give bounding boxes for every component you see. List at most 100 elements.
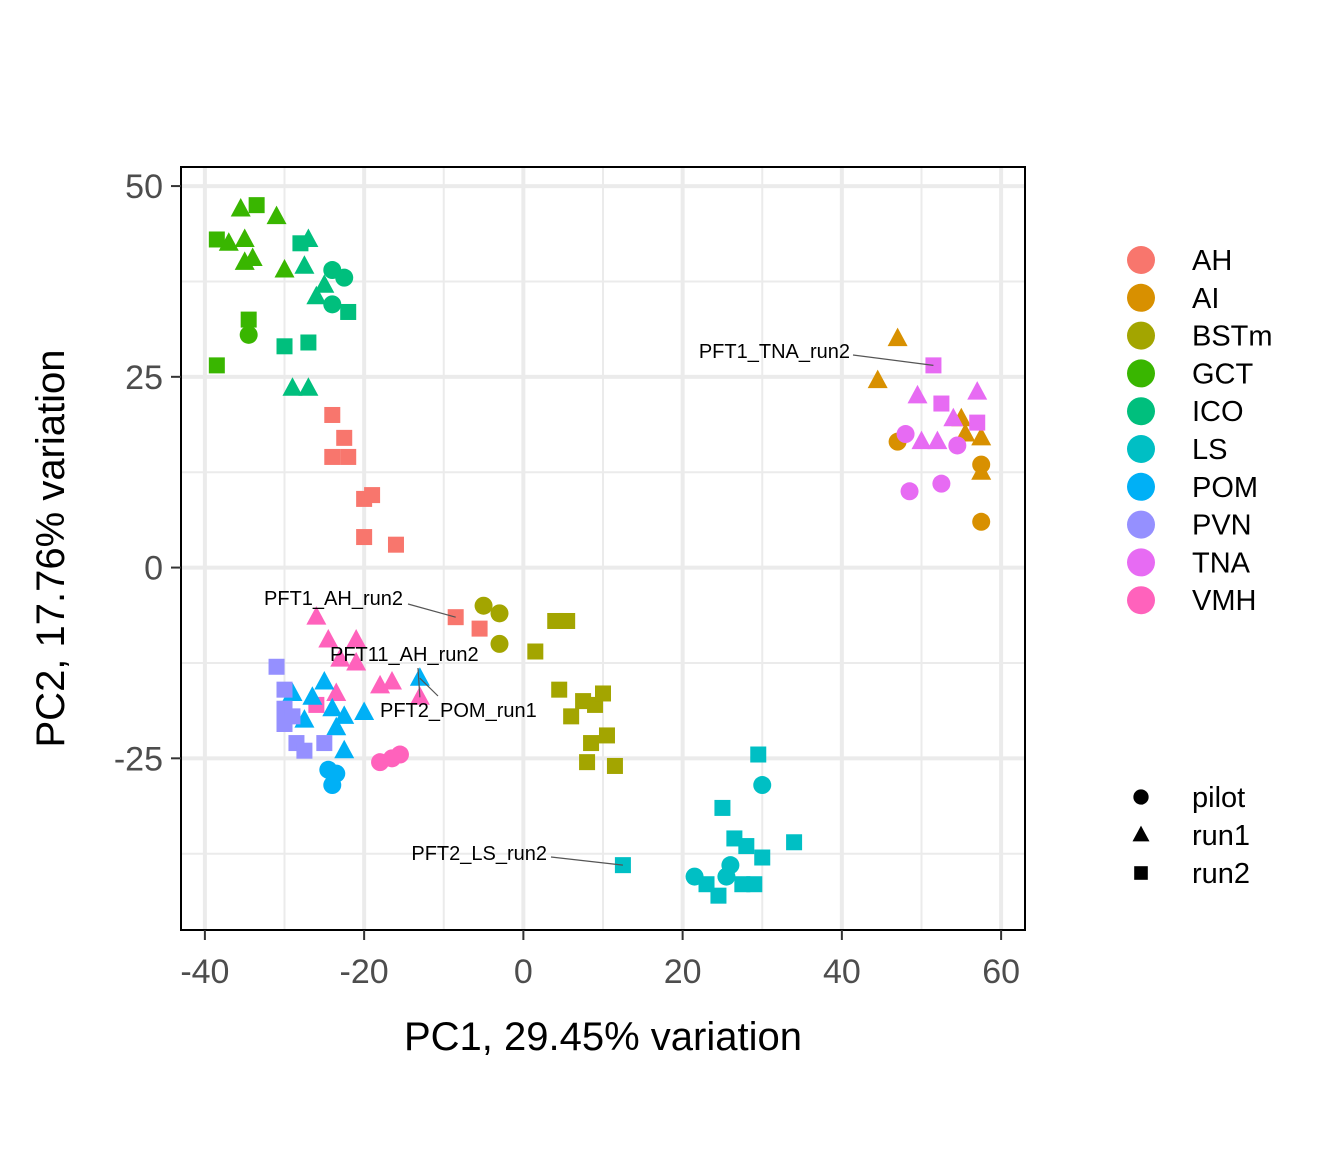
legend-key-ls [1127, 435, 1155, 463]
legend-key-ah [1127, 246, 1155, 274]
legend-label-ico: ICO [1192, 396, 1244, 428]
data-point-bstm-run2 [598, 727, 615, 744]
data-point-ls-run2 [750, 746, 767, 763]
data-point-ls-run2 [786, 834, 803, 851]
data-point-ls-pilot [717, 867, 736, 886]
legend-key-pvn [1127, 510, 1155, 539]
x-axis-title: PC1, 29.45% variation [404, 1015, 802, 1059]
legend-key-pilot [1133, 789, 1149, 805]
data-point-ico-run2 [276, 338, 293, 355]
data-point-gct-run2 [208, 357, 225, 374]
legend-key-ai [1127, 283, 1155, 312]
data-point-tna-pilot [900, 482, 919, 501]
annotation-label: PFT2_LS_run2 [411, 843, 547, 865]
data-point-gct-pilot [239, 325, 258, 344]
data-point-pvn-run2 [276, 715, 293, 732]
data-point-bstm-run2 [527, 643, 544, 660]
data-point-ah-run2 [356, 529, 373, 546]
data-point-ah-run2 [336, 429, 353, 446]
data-point-ah-run2 [324, 406, 341, 423]
data-point-ls-run2 [754, 849, 771, 866]
data-point-pom-run1 [334, 739, 355, 759]
data-point-ls-run2 [710, 887, 727, 904]
data-point-bstm-run2 [563, 708, 580, 725]
legend-label-tna: TNA [1192, 547, 1251, 579]
y-tick-label: 25 [125, 359, 163, 397]
points [208, 197, 992, 904]
annotation-label: PFT11_AH_run2 [330, 644, 479, 666]
legend-label-ai: AI [1192, 283, 1219, 315]
annotation-segment [407, 603, 456, 618]
data-point-ai-run1 [971, 426, 992, 446]
legend-label-pilot: pilot [1192, 782, 1245, 814]
data-point-vmh-pilot [390, 745, 409, 764]
annotation-segment [550, 856, 623, 866]
data-point-ah-run2 [471, 620, 488, 637]
legend-key-pom [1127, 472, 1155, 501]
annotation-segment [852, 354, 934, 366]
data-point-ai-pilot [972, 512, 991, 531]
legend-key-tna [1127, 548, 1155, 577]
data-point-pom-run1 [409, 667, 430, 686]
data-point-ico-run2 [340, 303, 357, 320]
legend: AH AI BSTm GCT ICO LS POM PVN TNA VMH pilot run1 run… [1127, 245, 1273, 890]
data-point-bstm-run2 [583, 735, 600, 752]
data-point-ls-run2 [738, 838, 755, 855]
data-point-vmh-run1 [382, 671, 402, 690]
data-point-ah-run2 [324, 448, 341, 465]
data-point-ico-run1 [314, 274, 335, 293]
data-point-ico-run1 [282, 377, 303, 396]
data-point-ah-run2 [340, 448, 357, 465]
data-point-tna-pilot [896, 425, 915, 444]
data-point-bstm-run2 [595, 685, 611, 702]
data-point-ico-run1 [306, 285, 327, 305]
x-tick-label: 40 [823, 953, 861, 991]
legend-label-bstm: BSTm [1192, 321, 1273, 353]
data-point-pvn-run2 [316, 735, 333, 752]
annotation-label: PFT1_TNA_run2 [699, 341, 850, 363]
data-point-pom-run1 [326, 716, 347, 736]
data-point-bstm-run2 [551, 681, 568, 698]
data-point-bstm-run2 [579, 754, 596, 771]
data-point-tna-run1 [943, 407, 964, 427]
data-point-tna-run1 [967, 381, 988, 400]
y-tick-label: 50 [125, 168, 163, 206]
x-tick-label: 0 [514, 953, 533, 991]
data-point-ls-pilot [753, 776, 772, 795]
annotation-segment [417, 667, 421, 698]
legend-key-vmh [1127, 586, 1155, 615]
data-point-ai-run1 [867, 369, 888, 389]
panel-border [180, 166, 1026, 931]
data-point-vmh-run1 [330, 648, 351, 667]
x-tick-label: -40 [180, 953, 229, 991]
data-point-ico-pilot [335, 268, 354, 287]
data-point-bstm-pilot [490, 634, 509, 653]
data-point-gct-run1 [242, 247, 263, 267]
data-point-tna-run2 [933, 395, 950, 412]
data-point-bstm-pilot [474, 596, 493, 615]
data-point-tna-run2 [969, 414, 986, 431]
grid [181, 167, 1025, 930]
y-axis-title: PC2, 17.76% variation [29, 349, 73, 747]
data-point-ico-run2 [300, 334, 317, 351]
data-point-bstm-run2 [606, 757, 623, 774]
data-point-ico-run1 [298, 228, 319, 247]
data-point-gct-run2 [240, 311, 257, 328]
data-point-ah-run2 [387, 536, 404, 553]
data-point-vmh-run1 [326, 682, 347, 701]
y-axis: -25 0 25 50 [114, 168, 181, 778]
data-point-ai-run1 [887, 327, 908, 347]
data-point-ai-run1 [955, 423, 976, 442]
legend-label-vmh: VMH [1192, 585, 1256, 617]
x-tick-label: -20 [340, 953, 389, 991]
data-point-pvn-run2 [296, 742, 313, 759]
legend-key-run2 [1134, 866, 1148, 880]
data-point-ico-run1 [294, 255, 315, 274]
data-point-pom-run1 [314, 671, 335, 690]
data-point-pom-pilot [323, 776, 342, 795]
annotations: PFT1_TNA_run2 PFT1_AH_run2 PFT11_AH_run2 PF… [264, 341, 934, 866]
data-point-gct-run1 [274, 259, 295, 278]
data-point-tna-run1 [907, 384, 928, 404]
data-point-tna-run1 [927, 430, 948, 450]
